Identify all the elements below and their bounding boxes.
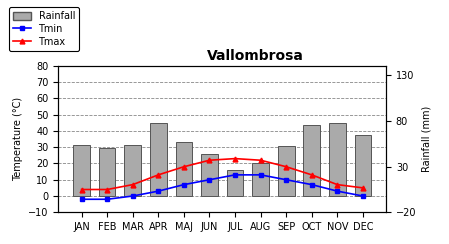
Text: Vallombrosa: Vallombrosa	[207, 49, 304, 63]
Bar	[355, 135, 371, 196]
Tmax	[232, 157, 238, 160]
Tmax	[335, 183, 340, 186]
Tmin	[105, 198, 110, 201]
Bar	[124, 144, 141, 196]
Tmin	[258, 173, 263, 176]
Bar	[304, 125, 320, 196]
Tmax	[181, 165, 187, 168]
Tmax	[105, 188, 110, 191]
Y-axis label: Temperature (°C): Temperature (°C)	[13, 97, 23, 181]
Tmin	[207, 178, 212, 181]
Line: Tmin: Tmin	[79, 173, 365, 202]
Tmax	[130, 183, 136, 186]
Tmin	[181, 183, 187, 186]
Bar	[201, 154, 218, 196]
Tmax	[309, 173, 314, 176]
Legend: Rainfall, Tmin, Tmax: Rainfall, Tmin, Tmax	[9, 7, 79, 51]
Y-axis label: Rainfall (mm): Rainfall (mm)	[422, 106, 432, 172]
Bar	[73, 145, 90, 196]
Bar	[176, 142, 192, 196]
Tmin	[79, 198, 84, 201]
Tmin	[360, 194, 365, 197]
Bar	[252, 163, 269, 196]
Bar	[278, 146, 295, 196]
Tmin	[335, 190, 340, 193]
Tmin	[130, 194, 136, 197]
Line: Tmax: Tmax	[79, 156, 365, 192]
Tmax	[207, 159, 212, 162]
Tmin	[283, 178, 289, 181]
Bar	[227, 170, 243, 196]
Tmin	[309, 183, 314, 186]
Tmax	[79, 188, 84, 191]
Tmin	[156, 190, 161, 193]
Bar	[150, 122, 167, 196]
Tmax	[156, 173, 161, 176]
Tmax	[258, 159, 263, 162]
Bar	[329, 122, 346, 196]
Tmin	[232, 173, 238, 176]
Tmax	[360, 186, 365, 189]
Tmax	[283, 165, 289, 168]
Bar	[99, 148, 115, 196]
